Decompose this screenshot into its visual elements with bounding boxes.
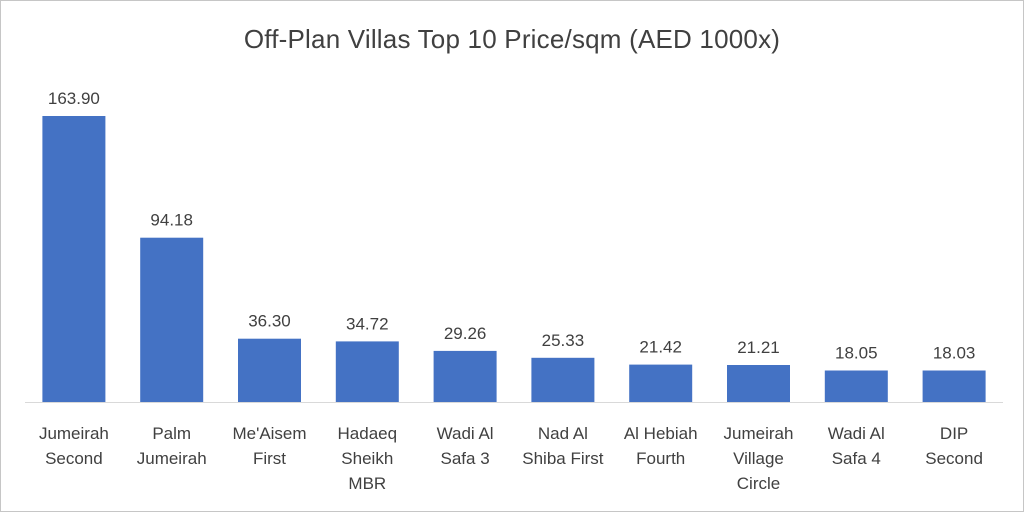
bars-layer	[42, 116, 986, 402]
bar-7	[727, 365, 790, 402]
value-label-3: 34.72	[346, 314, 389, 333]
category-label-5: Nad Al Shiba First	[522, 424, 604, 468]
value-label-0: 163.90	[48, 89, 100, 108]
category-label-9: DIP Second	[925, 424, 983, 468]
category-label-3: Hadaeq Sheikh MBR	[338, 424, 398, 493]
category-label-8: Wadi Al Safa 4	[828, 424, 885, 468]
category-labels-layer: Jumeirah Second Palm Jumeirah Me'Aisem First H…	[39, 424, 983, 493]
bar-5	[531, 357, 595, 402]
bar-8	[824, 370, 888, 402]
bar-0	[42, 116, 106, 402]
value-label-8: 18.05	[835, 344, 878, 363]
category-label-6: Al Hebiah Fourth	[624, 424, 698, 468]
bar-4	[433, 350, 497, 402]
category-label-7: Jumeirah Village Circle	[724, 424, 794, 493]
category-label-0: Jumeirah Second	[39, 424, 109, 468]
value-label-1: 94.18	[150, 211, 193, 230]
chart-title: Off-Plan Villas Top 10 Price/sqm (AED 10…	[243, 24, 781, 54]
value-label-9: 18.03	[933, 344, 976, 363]
value-labels-layer: 163.90 94.18 36.30 34.72 29.26 25.33 21.42 21.2…	[48, 89, 975, 363]
value-label-2: 36.30	[248, 312, 291, 331]
category-label-1: Palm Jumeirah	[137, 424, 207, 468]
category-label-4: Wadi Al Safa 3	[437, 424, 494, 468]
category-label-2: Me'Aisem First	[232, 424, 306, 468]
bar-3	[335, 341, 399, 402]
bar-1	[140, 237, 204, 402]
value-label-7: 21.21	[737, 338, 780, 357]
bar-9	[922, 370, 986, 402]
bar-6	[629, 364, 693, 402]
value-label-4: 29.26	[444, 324, 487, 343]
value-label-6: 21.42	[639, 338, 682, 357]
value-label-5: 25.33	[542, 331, 585, 350]
bar-2	[238, 338, 301, 402]
